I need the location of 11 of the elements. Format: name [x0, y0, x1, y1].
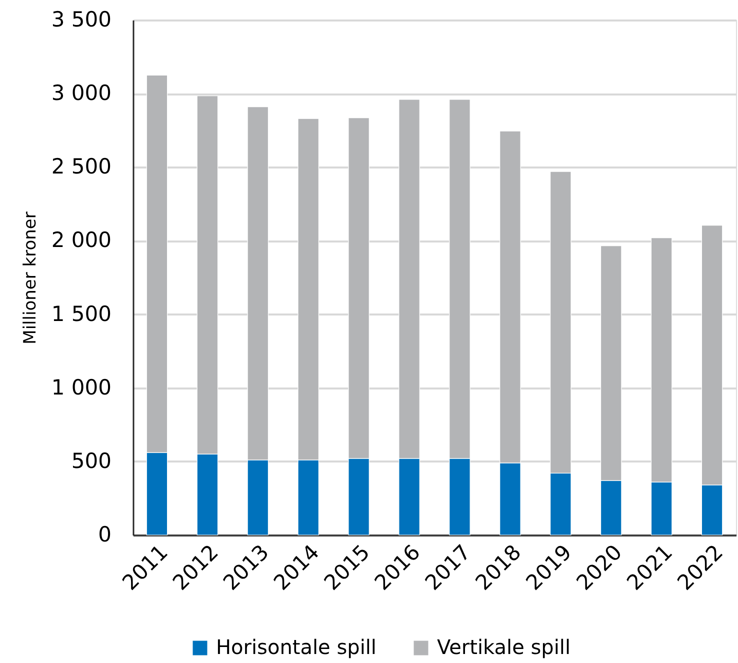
y-tick-label: 500	[71, 448, 112, 473]
y-tick-label: 3 500	[51, 8, 112, 32]
legend-label: Vertikale spill	[437, 635, 571, 659]
y-tick-label: 2 000	[51, 228, 112, 252]
y-tick-label: 2 500	[51, 154, 112, 179]
y-tick-label: 1 500	[51, 302, 112, 326]
y-axis-title: Millioner kroner	[20, 212, 40, 344]
y-tick-label: 1 000	[51, 375, 112, 400]
legend-label: Horisontale spill	[216, 635, 376, 659]
y-tick-label: 3 000	[51, 81, 112, 106]
y-tick-label: 0	[98, 522, 112, 546]
